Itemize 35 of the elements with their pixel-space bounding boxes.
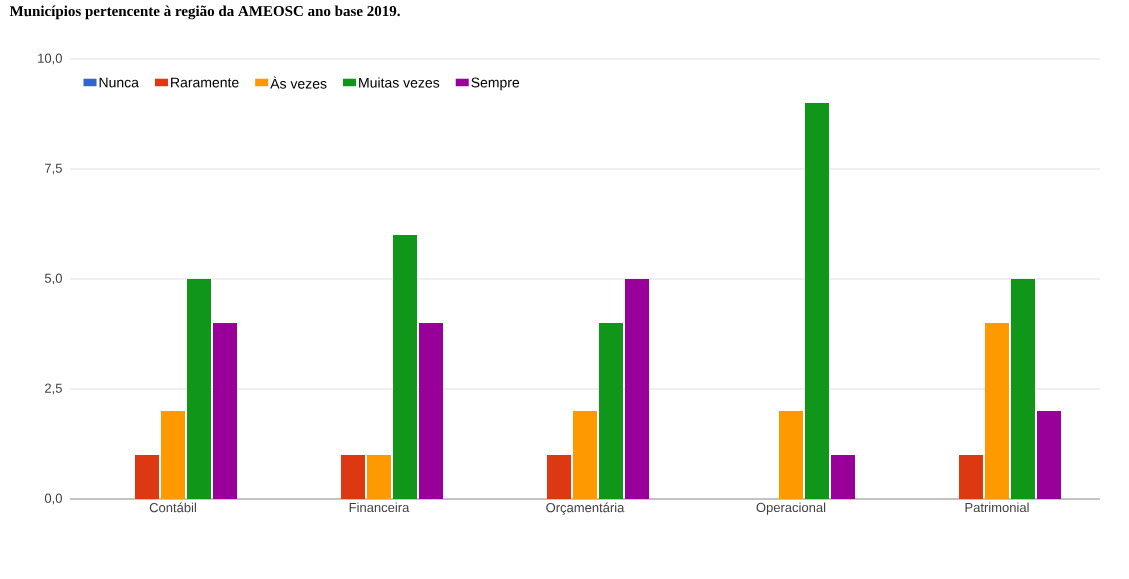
bar bbox=[778, 411, 803, 499]
bar bbox=[367, 455, 391, 499]
bar bbox=[572, 411, 597, 499]
bar bbox=[830, 455, 855, 499]
legend-label: Nunca bbox=[99, 77, 139, 88]
bar bbox=[187, 279, 211, 499]
x-tick-label: Operacional bbox=[756, 502, 826, 515]
bar bbox=[393, 235, 417, 499]
bar bbox=[958, 455, 983, 499]
bar bbox=[624, 279, 649, 499]
bar bbox=[546, 455, 571, 499]
x-tick-label: Patrimonial bbox=[965, 502, 1029, 513]
bar bbox=[598, 323, 623, 499]
chart-title: Municípios pertencente à região da AMEOSC ano base 2019. bbox=[9, 5, 400, 20]
bar bbox=[135, 455, 159, 499]
bar bbox=[1010, 279, 1035, 499]
bar bbox=[419, 323, 443, 499]
y-tick-label: 0,0 bbox=[44, 493, 62, 505]
legend-label: Sempre bbox=[471, 77, 520, 91]
bar bbox=[1036, 411, 1061, 499]
bar bbox=[984, 323, 1009, 499]
legend-label: Às vezes bbox=[270, 76, 327, 89]
x-tick-label: Orçamentária bbox=[546, 502, 625, 515]
y-tick-label: 2,5 bbox=[45, 383, 62, 395]
bar bbox=[340, 455, 365, 499]
legend-label: Raramente bbox=[171, 77, 239, 88]
y-tick-label: 7,5 bbox=[45, 163, 62, 175]
bar bbox=[213, 323, 237, 499]
legend-label: Muitas vezes bbox=[359, 77, 440, 88]
bar bbox=[804, 103, 829, 499]
y-tick-label: 5,0 bbox=[44, 273, 62, 285]
x-tick-label: Contábil bbox=[149, 502, 196, 513]
x-tick-label: Financeira bbox=[349, 502, 410, 513]
y-tick-label: 10,0 bbox=[38, 53, 62, 65]
bar bbox=[161, 411, 185, 499]
